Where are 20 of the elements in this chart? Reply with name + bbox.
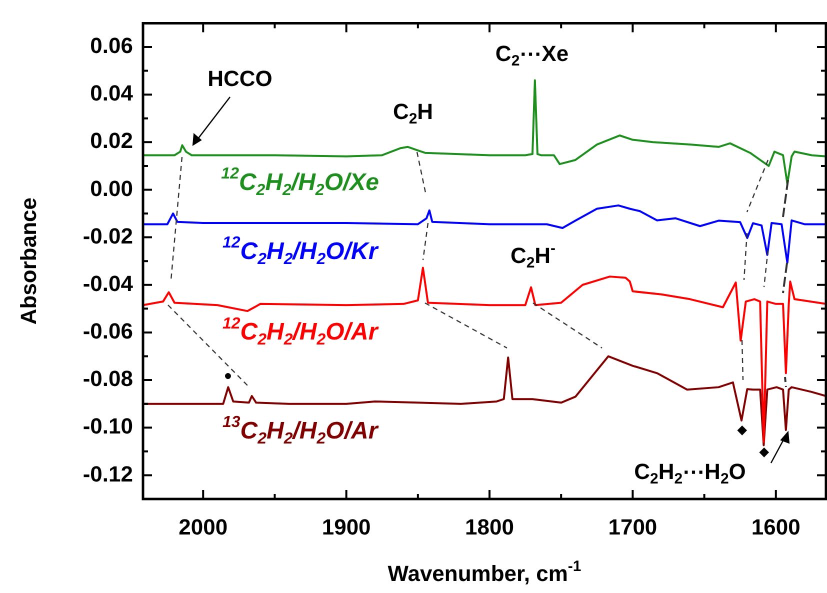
annotation: ◆	[758, 444, 770, 458]
y-tick-label: 0.06	[90, 33, 133, 58]
y-tick-label: 0.04	[90, 80, 134, 106]
y-tick-label: -0.06	[82, 318, 133, 344]
y-tick-label: 0.02	[90, 128, 133, 154]
annotation: ◆	[736, 422, 748, 436]
x-tick-label: 1900	[322, 514, 371, 540]
x-tick-label: 1800	[465, 514, 514, 540]
annotation: ●	[224, 366, 232, 383]
y-axis-title: Absorbance	[16, 198, 42, 325]
y-tick-label: -0.04	[82, 270, 134, 296]
annotation: HCCO	[208, 66, 272, 92]
x-tick-label: 2000	[178, 514, 228, 540]
y-tick-label: -0.12	[82, 461, 133, 486]
y-tick-label: 0.00	[90, 176, 133, 201]
x-tick-label: 1700	[608, 514, 658, 540]
x-tick-label: 1600	[751, 514, 800, 540]
y-tick-label: -0.10	[82, 414, 133, 439]
y-tick-label: -0.02	[82, 223, 133, 248]
y-tick-label: -0.08	[82, 366, 133, 392]
